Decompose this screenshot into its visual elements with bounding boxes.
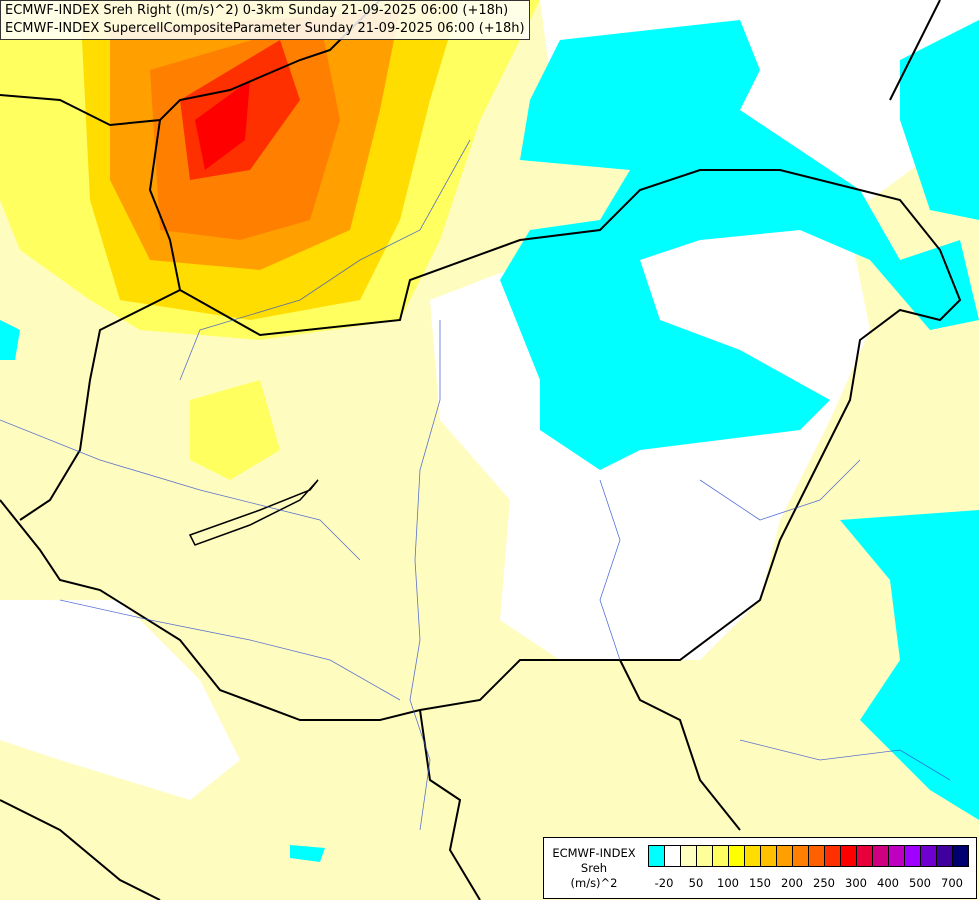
legend-swatch [761,846,777,866]
map-title: ECMWF-INDEX Sreh Right ((m/s)^2) 0-3km S… [0,0,530,40]
legend-color-bar [648,845,969,867]
negative-sreh-region [290,845,325,862]
legend-tick-label: 150 [749,876,771,890]
legend-swatch [889,846,905,866]
legend-swatch [697,846,713,866]
legend-swatch [777,846,793,866]
legend-tick-label: -20 [654,876,674,890]
legend-swatch [793,846,809,866]
rivers [0,139,951,831]
legend-swatch [665,846,681,866]
legend-swatch [729,846,745,866]
legend-swatch [745,846,761,866]
legend-swatch [649,846,665,866]
negative-sreh-region [840,510,979,820]
legend-tick-label: 100 [717,876,739,890]
legend-tick-label: 300 [845,876,867,890]
high-sreh-region [195,80,250,170]
title-line-sreh: ECMWF-INDEX Sreh Right ((m/s)^2) 0-3km S… [5,3,509,18]
legend-tick-label: 700 [941,876,963,890]
legend-swatch [857,846,873,866]
low-sreh-region [0,600,240,800]
legend-swatch [825,846,841,866]
legend-tick-label: 400 [877,876,899,890]
legend-swatch [873,846,889,866]
legend-unit: (m/s)^2 [570,876,618,890]
title-line-scp: ECMWF-INDEX SupercellCompositeParameter … [5,21,525,36]
legend-tick-label: 250 [813,876,835,890]
legend-ticks: -20 50 100 150 200 250 300 400 500 700 [648,876,970,892]
negative-sreh-region [900,20,979,220]
negative-sreh-region [500,20,979,470]
legend-parameter: Sreh [580,861,608,875]
moderate-sreh-region [190,380,280,480]
legend-model: ECMWF-INDEX [552,846,636,860]
legend-swatch [921,846,937,866]
legend-swatch [905,846,921,866]
legend-swatch [841,846,857,866]
color-legend: ECMWF-INDEX Sreh (m/s)^2 -20 50 100 150 200 2… [543,837,977,899]
legend-swatch [809,846,825,866]
legend-swatch [681,846,697,866]
legend-swatch [937,846,953,866]
legend-swatch [713,846,729,866]
legend-tick-label: 200 [781,876,803,890]
legend-label: ECMWF-INDEX Sreh (m/s)^2 [548,846,640,891]
negative-sreh-region [0,320,20,360]
legend-tick-label: 500 [909,876,931,890]
legend-swatch [953,846,968,866]
legend-tick-label: 50 [688,876,704,890]
